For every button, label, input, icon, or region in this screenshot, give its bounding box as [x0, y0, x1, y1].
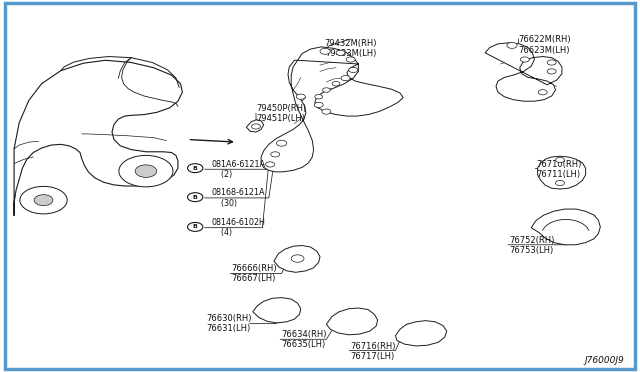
Circle shape — [252, 124, 260, 129]
Circle shape — [315, 94, 323, 99]
Circle shape — [276, 140, 287, 146]
Circle shape — [119, 155, 173, 187]
Circle shape — [507, 42, 517, 48]
Circle shape — [296, 94, 305, 99]
Polygon shape — [274, 246, 320, 272]
Circle shape — [320, 48, 330, 54]
Circle shape — [314, 102, 323, 108]
Text: 79432M(RH)
79433M(LH): 79432M(RH) 79433M(LH) — [324, 39, 377, 58]
Circle shape — [556, 180, 564, 186]
Circle shape — [538, 90, 547, 95]
Text: 76634(RH)
76635(LH): 76634(RH) 76635(LH) — [282, 330, 327, 349]
Text: 76622M(RH)
76623M(LH): 76622M(RH) 76623M(LH) — [518, 35, 571, 55]
Circle shape — [323, 88, 330, 92]
Circle shape — [271, 152, 280, 157]
Text: 76630(RH)
76631(LH): 76630(RH) 76631(LH) — [206, 314, 252, 333]
Polygon shape — [246, 120, 264, 132]
Text: 08168-6121A
    (30): 08168-6121A (30) — [211, 188, 265, 208]
Polygon shape — [538, 156, 586, 189]
Circle shape — [556, 157, 564, 163]
Circle shape — [341, 76, 350, 81]
Circle shape — [188, 164, 203, 173]
Circle shape — [547, 60, 556, 65]
Circle shape — [188, 193, 203, 202]
Text: J76000J9: J76000J9 — [584, 356, 624, 365]
Circle shape — [336, 50, 345, 55]
Polygon shape — [396, 321, 447, 346]
Text: 08146-6102H
    (4): 08146-6102H (4) — [211, 218, 265, 237]
Circle shape — [349, 67, 358, 73]
Text: B: B — [193, 166, 198, 171]
Text: B: B — [193, 224, 198, 230]
Circle shape — [34, 195, 53, 206]
Text: 081A6-6121A
    (2): 081A6-6121A (2) — [211, 160, 265, 179]
Circle shape — [135, 165, 157, 177]
Text: B: B — [193, 195, 198, 200]
Polygon shape — [531, 209, 600, 245]
Circle shape — [291, 255, 304, 262]
Circle shape — [332, 81, 340, 86]
Circle shape — [20, 186, 67, 214]
Circle shape — [266, 162, 275, 167]
Circle shape — [188, 222, 203, 231]
Text: 76666(RH)
76667(LH): 76666(RH) 76667(LH) — [232, 264, 277, 283]
Polygon shape — [326, 308, 378, 335]
Polygon shape — [298, 47, 403, 116]
Circle shape — [346, 57, 355, 62]
Circle shape — [520, 57, 529, 62]
Text: 79450P(RH)
79451P(LH): 79450P(RH) 79451P(LH) — [256, 104, 307, 123]
Polygon shape — [14, 60, 182, 216]
Text: 76710(RH)
76711(LH): 76710(RH) 76711(LH) — [536, 160, 582, 179]
Polygon shape — [485, 43, 562, 101]
Text: 76716(RH)
76717(LH): 76716(RH) 76717(LH) — [351, 342, 396, 361]
Polygon shape — [253, 298, 301, 323]
Circle shape — [547, 69, 556, 74]
Text: 76752(RH)
76753(LH): 76752(RH) 76753(LH) — [509, 236, 555, 255]
Circle shape — [322, 109, 331, 114]
Polygon shape — [261, 60, 314, 172]
